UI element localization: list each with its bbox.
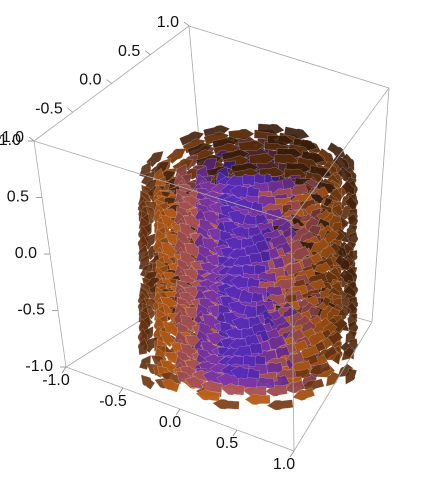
front-bottom-axis-tick [289,450,295,458]
box-edge-front-middle [290,220,295,452]
vector-arrow [238,140,265,152]
box-edge-front-right [371,87,390,323]
vector-arrow [166,148,187,165]
back-top-axis-tick [28,136,35,142]
back-top-axis-tick [67,107,73,113]
front-bottom-axis-tick-label: -1.0 [42,372,70,389]
vector-arrow [292,387,316,401]
vector-arrow [244,394,271,405]
box-edge-front-top-right [290,87,390,222]
vector-arrow [304,330,326,346]
vector-arrow [183,215,202,231]
vector-arrow [343,240,357,256]
vector-arrow [203,131,230,146]
vector-arrow [229,275,249,289]
front-bottom-axis-tick-label: 1.0 [273,456,295,473]
vector-arrow [227,210,247,226]
plot-box-front [33,87,390,452]
vector-arrow [162,321,182,338]
left-vertical-axis-tick-label: 0.0 [15,245,37,262]
back-top-axis-tick-label: -0.5 [35,100,63,117]
vector-arrow [300,378,325,392]
back-top-axis-tick [106,79,112,84]
vector-arrow [284,379,306,394]
vector-arrow [195,389,221,402]
back-top-axis-tick [183,21,190,27]
vector-arrow [161,379,181,393]
vector-arrow [184,376,205,390]
vector-arrow [267,134,294,146]
front-bottom-axis-tick [232,429,238,437]
back-top-axis-tick-label: 0.0 [79,72,101,89]
vector-arrow [137,337,149,356]
front-bottom-axis-tick-label: 0.5 [216,435,238,452]
vector-arrow [228,128,255,140]
vector-arrow [231,316,250,330]
vector-arrow [288,183,309,197]
front-bottom-axis-tick [61,366,67,374]
vector-arrow [326,142,347,159]
back-top-axis-tick [145,50,151,56]
vector-arrow [274,154,299,166]
vector-arrow [230,365,250,380]
vector-arrow [183,242,203,259]
left-vertical-axis-tick-label: -0.5 [17,302,45,319]
vector-arrow [266,399,294,411]
vector-arrow [220,383,245,396]
vector-arrow [323,229,340,245]
vector-arrow [229,184,249,199]
back-top-axis-tick-label: 0.5 [118,43,140,60]
back-top-axis-tick-label: -1.0 [0,129,24,146]
vector-arrow [341,346,356,361]
front-bottom-axis-tick-label: 0.0 [159,414,181,431]
vector-arrow [344,196,357,214]
vector-arrow [257,123,285,135]
vector-arrow [212,398,240,410]
tick-layer [28,21,295,458]
box-edge-back-top-right [188,25,390,89]
vector-arrow [290,245,311,261]
vector-arrow [140,374,156,390]
tick-label-layer: -1.0-0.50.00.51.0-1.0-0.50.00.51.0-1.0-0… [0,14,295,473]
vector-arrow [345,368,358,385]
front-bottom-axis-tick-label: -0.5 [99,393,127,410]
back-top-axis-tick-label: 1.0 [157,14,179,31]
vector-arrow [248,153,276,165]
box-edge-front-bottom-right [293,321,373,452]
vector-arrow [283,126,310,140]
front-bottom-axis-tick [175,408,181,416]
left-vertical-axis-tick-label: -1.0 [25,358,53,375]
left-vertical-axis-tick-label: 0.5 [7,189,29,206]
vector-arrow [308,361,332,376]
vector-arrow [200,380,224,394]
arrow-layer [137,123,359,411]
front-bottom-axis-tick [118,387,124,395]
box-edge-front-top-left [33,140,292,222]
left-vertical-axis-tick-label: 1.0 [0,132,21,149]
